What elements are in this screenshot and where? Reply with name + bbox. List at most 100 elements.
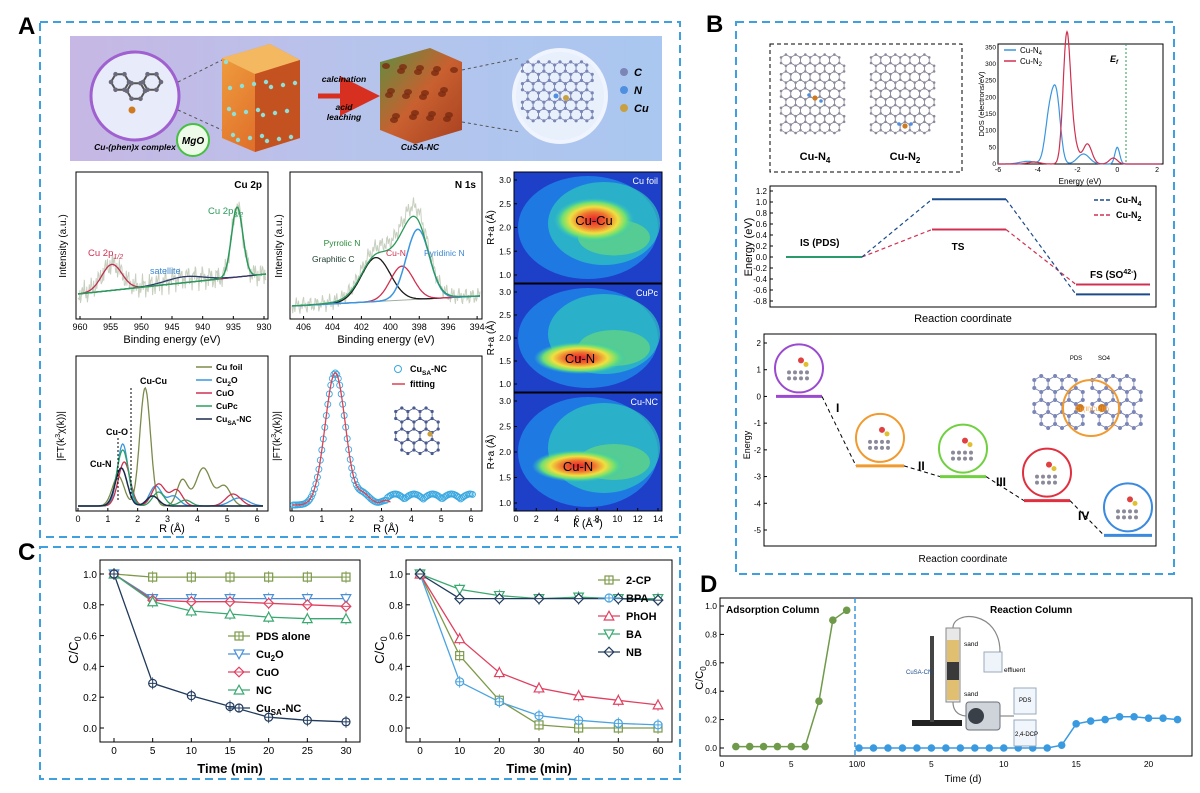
wt-x-tick: 2 (534, 514, 539, 524)
mgo-circle (176, 123, 210, 157)
setup-label: effluent (1004, 667, 1025, 674)
y-tick: 1.0 (389, 570, 403, 581)
d-x-tick: 15 (1071, 759, 1081, 769)
wt-y-tick: 1.5 (499, 246, 511, 256)
ts-label: TS (952, 242, 965, 253)
fit-x-tick: 5 (439, 514, 444, 524)
c-right-ylabel: C/C0 (372, 636, 389, 663)
energy-y-tick: -0.6 (753, 286, 767, 295)
exafs-legend-item: CuPc (216, 401, 238, 411)
column-setup-icon: sand sand CuSA-CN effluent PDS 2,4-DCP (906, 616, 1038, 747)
data-point (493, 666, 506, 678)
dos-cu-n2-curve (998, 30, 1161, 165)
path-y-tick: -4 (754, 499, 762, 508)
d-y-tick: 0.0 (705, 743, 717, 753)
data-point (612, 694, 625, 705)
xps-n-x-tick: 400 (383, 322, 398, 332)
data-point (603, 609, 615, 621)
x-tick: 5 (150, 746, 156, 757)
xps-cu-x-tick: 940 (195, 322, 210, 332)
cu-n4-structure-icon (779, 53, 846, 135)
data-point (453, 584, 466, 596)
xps-cu-x-tick: 955 (103, 322, 118, 332)
xps-n-title: N 1s (455, 180, 477, 191)
dos-y-tick: 50 (989, 144, 997, 151)
dos-x-tick: 0 (1115, 167, 1119, 174)
x-tick: 20 (494, 746, 506, 757)
path-y-tick: 1 (757, 366, 762, 375)
d-x-tick: 5 (789, 759, 794, 769)
graphitic-label: Graphitic C (312, 254, 355, 264)
d-y-tick: 0.6 (705, 658, 717, 668)
adsorption-point (745, 742, 754, 751)
dos-y-tick: 150 (985, 111, 996, 118)
reaction-point (942, 744, 950, 752)
exafs-fit-panel: |FT(k3χ(k))| R (Å) 0 1 2 3 4 5 6 CuSA-NC fitti… (271, 355, 483, 535)
reaction-point (1115, 712, 1124, 721)
exafs-legend-item: Cu foil (216, 362, 242, 372)
exafs-cuo-curve (78, 461, 263, 507)
xps-n-x-tick: 396 (441, 322, 456, 332)
reaction-point (855, 744, 863, 752)
y-tick: 0.2 (389, 693, 403, 704)
wt-panel-label: Cu foil (632, 176, 658, 186)
d-x-tick: 20 (1144, 759, 1154, 769)
x-tick: 40 (573, 746, 585, 757)
exafs-cun-label: Cu-N (90, 459, 112, 469)
legend-label: BPA (626, 593, 648, 605)
exafs-x-tick: 3 (165, 514, 170, 524)
acid-leaching-label-1: acid (335, 102, 353, 112)
dos-y-tick: 200 (985, 94, 996, 101)
exafs-x-tick: 2 (135, 514, 140, 524)
data-point (652, 698, 664, 710)
d-x-tick: 10 (999, 759, 1009, 769)
xps-cu-ylabel: Intensity (a.u.) (58, 214, 69, 277)
energy-y-tick: 0.2 (756, 242, 768, 251)
xps-cu-x-tick: 960 (72, 322, 87, 332)
d-xlabel: Time (d) (945, 774, 982, 785)
pds-label: PDS (1070, 356, 1082, 362)
intermediate-circle (938, 423, 988, 474)
wt-y-tick: 3.0 (499, 175, 511, 185)
reaction-point (1057, 741, 1066, 749)
wt-spot-label: Cu-N (563, 459, 593, 474)
c-left-ylabel: C/C0 (66, 636, 83, 663)
data-point (224, 607, 236, 619)
xps-cu-raw-data (77, 201, 267, 304)
c-left-xlabel: Time (min) (197, 761, 263, 776)
cu-n4-label: Cu-N4 (800, 151, 831, 165)
cu-ii-label: Cu(II) (1075, 406, 1091, 413)
y-tick: 0.0 (83, 724, 97, 735)
exafs-x-tick: 5 (225, 514, 230, 524)
energy-legend-n2: Cu-N2 (1116, 210, 1142, 223)
pyridinic-label: Pyridinic N (424, 248, 465, 258)
dos-y-tick: 350 (985, 44, 996, 51)
xps-n-panel: N 1s Intensity (a.u.) Binding energy (eV… (274, 171, 485, 346)
x-tick: 60 (652, 746, 664, 757)
acid-leaching-label-2: leaching (327, 112, 362, 122)
panel-d-letter: D (700, 571, 717, 598)
reaction-point (1086, 717, 1095, 725)
wt-x-tick: 14 (653, 514, 663, 524)
mgo-label: MgO (182, 136, 204, 147)
data-point (572, 689, 585, 701)
wavelet-panels: Cu foil Cu-Cu 3.0 2.5 2.0 1.5 1.0 R+a (Å) CuPc Cu… (484, 171, 663, 530)
panel-a-frame (39, 21, 681, 538)
pathway-step-label: II (918, 459, 925, 473)
exafs-x-tick: 0 (75, 514, 80, 524)
setup-label: CuSA-CN (906, 670, 932, 676)
dos-y-tick: 100 (985, 128, 996, 135)
adsorption-point (759, 742, 768, 751)
dos-x-tick: 2 (1155, 167, 1159, 174)
reaction-point (884, 744, 892, 752)
wt-y-tick: 2.0 (499, 223, 511, 233)
x-tick: 15 (224, 746, 236, 757)
path-y-tick: -5 (754, 526, 762, 535)
wt-y-tick: 3.0 (499, 396, 511, 406)
setup-label: sand (964, 691, 978, 698)
exafs-cuo-label: Cu-O (106, 427, 128, 437)
wt-x-tick: 10 (612, 514, 622, 524)
adsorption-point (787, 742, 796, 751)
d-x-tick: 10/0 (849, 759, 866, 769)
